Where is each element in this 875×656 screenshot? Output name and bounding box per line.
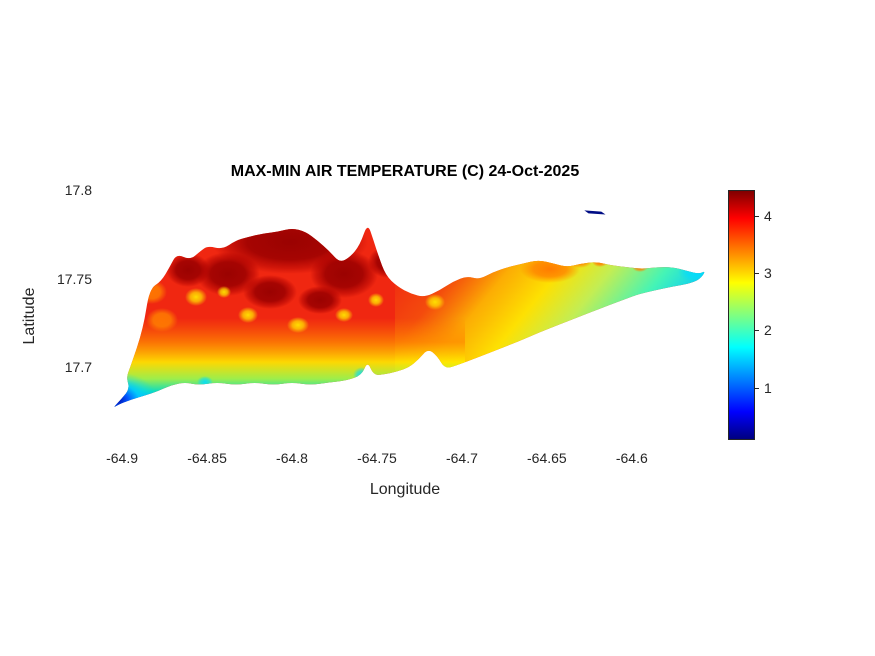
colorbar-tick-label: 3 — [764, 265, 772, 282]
x-tick-label: -64.9 — [106, 450, 139, 466]
temperature-map — [114, 210, 705, 407]
colorbar-tick-label: 1 — [764, 379, 772, 396]
islet — [584, 210, 606, 215]
chart-title: MAX-MIN AIR TEMPERATURE (C) 24-Oct-2025 — [230, 163, 580, 180]
x-tick-label: -64.8 — [276, 450, 308, 466]
x-axis-label: Longitude — [369, 481, 441, 498]
x-tick-label: -64.65 — [527, 450, 567, 466]
colorbar-tick-mark — [755, 215, 759, 217]
x-tick-label: -64.6 — [615, 450, 648, 466]
colorbar-tick-mark — [755, 273, 759, 275]
y-tick-label: 17.8 — [64, 182, 92, 198]
colorbar — [728, 190, 755, 440]
x-tick-label: -64.7 — [445, 450, 478, 466]
heat-hotspots-max — [166, 227, 408, 314]
colorbar-tick-label: 2 — [764, 322, 772, 339]
heat-spots-mild — [185, 286, 445, 333]
colorbar-tick-label: 4 — [764, 207, 772, 224]
colorbar-tick-mark — [755, 330, 759, 332]
island-heat-field — [114, 227, 705, 407]
y-tick-label: 17.75 — [56, 270, 92, 287]
x-tick-label: -64.85 — [187, 450, 227, 466]
y-tick-label: 17.7 — [64, 359, 92, 376]
x-tick-label: -64.75 — [357, 450, 397, 466]
colorbar-gradient — [729, 191, 754, 439]
colorbar-tick-mark — [755, 387, 759, 389]
